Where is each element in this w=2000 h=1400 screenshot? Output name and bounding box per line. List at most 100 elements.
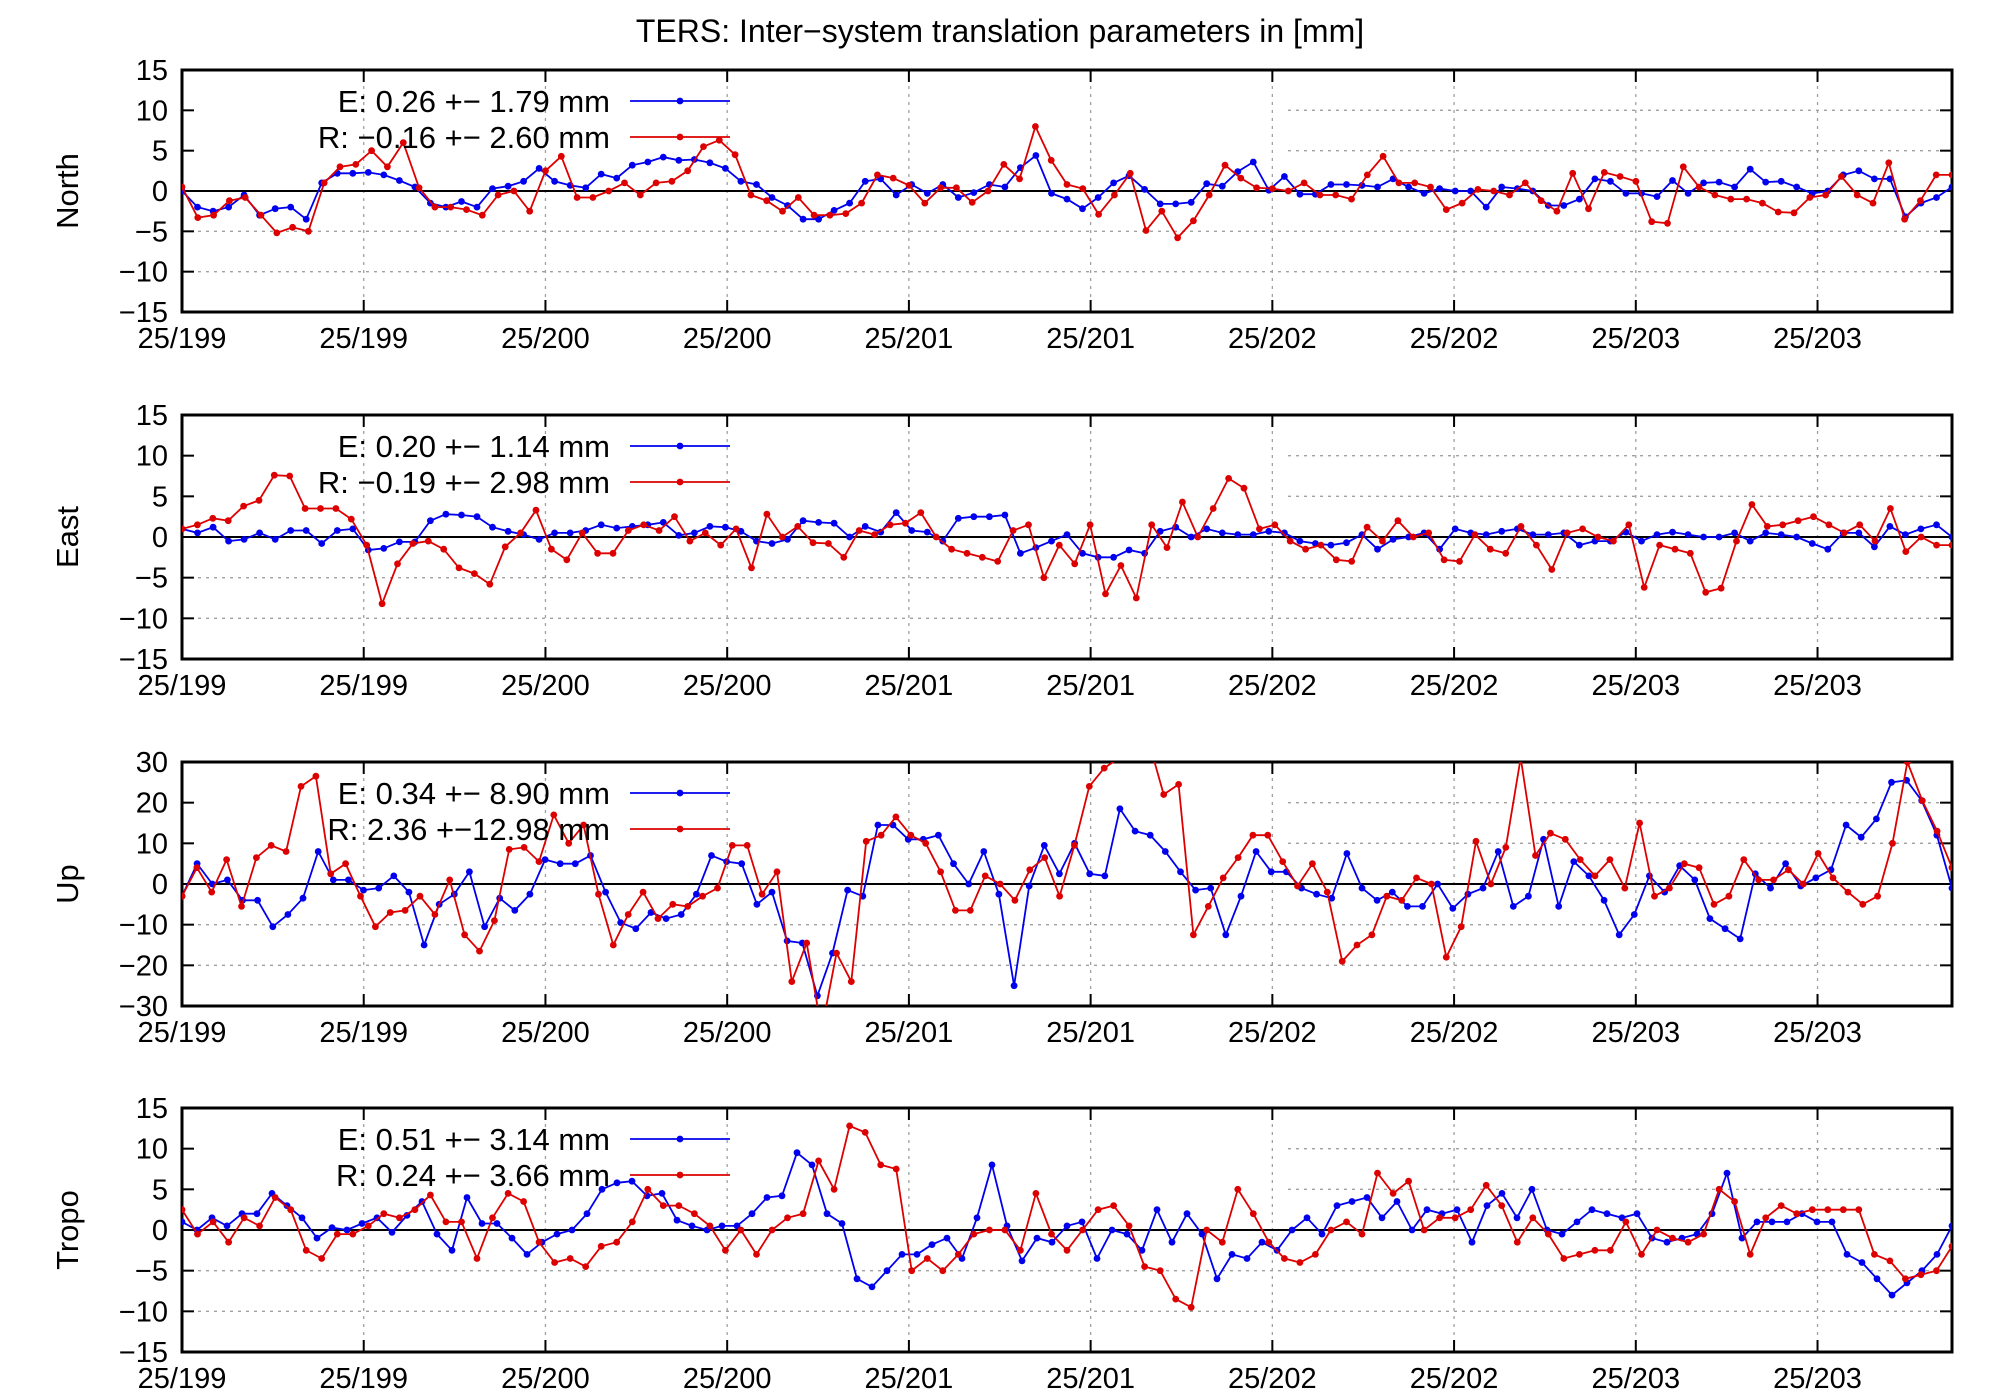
data-point — [673, 1216, 681, 1224]
data-point — [1425, 529, 1433, 537]
data-point — [1886, 1257, 1894, 1265]
data-point — [1079, 549, 1086, 557]
data-point — [520, 844, 528, 851]
data-point — [1187, 533, 1195, 541]
data-point — [517, 529, 524, 537]
data-point — [768, 194, 776, 201]
x-tick-label: 25/202 — [1228, 670, 1317, 702]
data-point — [1303, 1214, 1311, 1222]
data-point — [511, 907, 519, 914]
y-tick-label: 10 — [136, 95, 168, 127]
data-point — [913, 1251, 921, 1258]
data-point — [1948, 1242, 1952, 1250]
data-point — [1102, 590, 1109, 598]
data-point — [937, 184, 944, 192]
data-point — [1840, 529, 1848, 537]
x-tick-label: 25/202 — [1410, 670, 1499, 702]
data-point — [803, 939, 811, 947]
data-point — [1576, 1251, 1583, 1258]
data-point — [1123, 1230, 1131, 1238]
data-point — [520, 177, 527, 185]
data-point — [1252, 848, 1260, 855]
series-R — [182, 471, 1952, 608]
data-point — [289, 223, 296, 231]
data-point — [738, 860, 746, 868]
data-point — [1706, 915, 1714, 922]
data-point — [1585, 872, 1593, 880]
y-tick-label: 0 — [152, 176, 168, 208]
data-point — [399, 139, 407, 147]
data-point — [1933, 1251, 1941, 1258]
data-point — [963, 549, 971, 557]
data-point — [481, 923, 488, 931]
data-point — [1048, 1238, 1056, 1246]
data-point — [1192, 886, 1199, 894]
data-point — [1838, 173, 1845, 180]
data-point — [347, 515, 355, 523]
data-point — [411, 1206, 419, 1214]
data-point — [1175, 781, 1182, 788]
data-point — [1471, 531, 1479, 538]
data-point — [1172, 1295, 1180, 1303]
y-axis-label: East — [50, 506, 85, 568]
data-point — [1669, 1234, 1676, 1242]
legend-marker — [676, 478, 684, 486]
data-point — [210, 211, 218, 219]
data-point — [473, 1255, 481, 1262]
data-point — [589, 194, 597, 201]
data-point — [427, 517, 434, 525]
data-point — [853, 1275, 861, 1283]
data-point — [253, 854, 260, 861]
data-point — [1858, 1259, 1866, 1266]
data-point — [1110, 179, 1117, 187]
data-point — [847, 978, 855, 985]
data-point — [491, 917, 498, 924]
figure-title: TERS: Inter−system translation parameter… — [636, 13, 1364, 49]
data-point — [363, 541, 371, 549]
data-point — [478, 1220, 486, 1227]
data-point — [609, 549, 617, 557]
data-point — [1563, 529, 1571, 537]
data-point — [868, 1283, 876, 1291]
data-point — [431, 911, 439, 918]
data-point — [1855, 529, 1863, 537]
data-point — [1323, 888, 1331, 896]
data-point — [409, 540, 417, 547]
y-axis-label: Tropo — [50, 1190, 85, 1270]
data-point — [908, 1267, 916, 1275]
data-point — [691, 529, 698, 537]
x-tick-label: 25/199 — [319, 1363, 408, 1395]
data-point — [922, 839, 930, 847]
data-point — [1917, 197, 1924, 205]
x-tick-label: 25/200 — [683, 1017, 772, 1049]
data-point — [1177, 868, 1184, 876]
data-point — [1762, 1214, 1770, 1222]
data-point — [1651, 892, 1658, 900]
data-point — [1509, 903, 1517, 910]
data-point — [1093, 1255, 1101, 1262]
y-tick-label: 20 — [136, 788, 168, 820]
data-point — [463, 1194, 471, 1201]
data-point — [1343, 1218, 1350, 1226]
data-point — [1183, 1210, 1191, 1218]
data-point — [905, 182, 913, 189]
data-point — [1333, 1202, 1341, 1209]
data-point — [1774, 208, 1782, 216]
data-point — [823, 1210, 831, 1218]
data-point — [1529, 531, 1537, 538]
data-point — [1948, 864, 1952, 872]
data-point — [1156, 1267, 1164, 1275]
data-point — [1316, 191, 1324, 199]
data-point — [718, 1222, 726, 1230]
data-point — [1240, 484, 1248, 492]
data-point — [644, 158, 652, 166]
data-point — [1600, 896, 1608, 904]
data-point — [254, 896, 261, 904]
data-point — [1086, 521, 1094, 529]
data-point — [182, 183, 186, 191]
data-point — [659, 1202, 667, 1209]
data-point — [1859, 900, 1867, 908]
series-line — [182, 779, 1952, 999]
data-point — [314, 848, 322, 855]
x-tick-label: 25/201 — [865, 323, 954, 355]
